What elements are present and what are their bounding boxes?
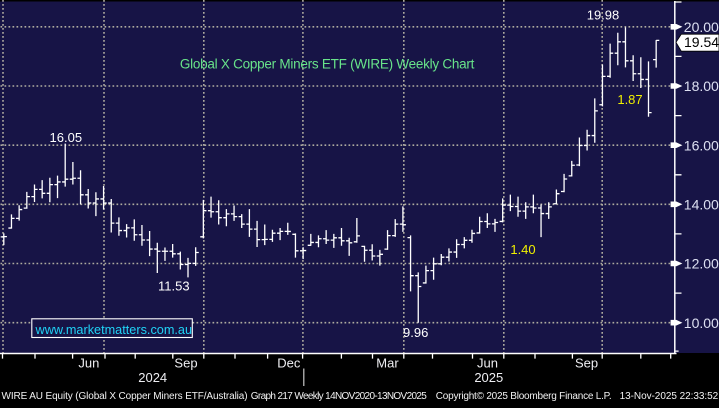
svg-text:Dec: Dec — [277, 356, 301, 371]
svg-text:16.05: 16.05 — [50, 130, 83, 145]
svg-text:Global X Copper Miners ETF (WI: Global X Copper Miners ETF (WIRE) Weekly… — [180, 57, 475, 72]
svg-text:Jun: Jun — [78, 356, 99, 371]
svg-text:16.00: 16.00 — [684, 137, 719, 153]
svg-text:Graph 217 Weekly 14NOV2020-13N: Graph 217 Weekly 14NOV2020-13NOV2025 — [251, 391, 428, 402]
svg-text:www.marketmatters.com.au: www.marketmatters.com.au — [35, 323, 193, 337]
svg-text:19.54: 19.54 — [684, 34, 719, 50]
svg-text:20.00: 20.00 — [684, 19, 719, 35]
svg-text:Mar: Mar — [376, 356, 399, 371]
svg-text:19.98: 19.98 — [587, 7, 620, 22]
svg-text:1.40: 1.40 — [510, 242, 535, 257]
svg-text:WIRE AU Equity (Global X Coppe: WIRE AU Equity (Global X Copper Miners E… — [2, 391, 248, 402]
svg-text:Sep: Sep — [575, 356, 598, 371]
svg-text:9.96: 9.96 — [403, 325, 428, 340]
svg-text:13-Nov-2025 22:33:52: 13-Nov-2025 22:33:52 — [620, 391, 719, 402]
svg-text:12.00: 12.00 — [684, 256, 719, 272]
svg-text:Sep: Sep — [174, 356, 197, 371]
svg-text:14.00: 14.00 — [684, 196, 719, 212]
svg-text:10.00: 10.00 — [684, 315, 719, 331]
svg-text:Jun: Jun — [477, 356, 498, 371]
svg-text:1.87: 1.87 — [617, 92, 642, 107]
svg-text:2024: 2024 — [138, 370, 167, 385]
svg-text:Copyright© 2025 Bloomberg Fina: Copyright© 2025 Bloomberg Finance L.P. — [436, 391, 612, 402]
svg-text:2025: 2025 — [474, 370, 503, 385]
svg-text:18.00: 18.00 — [684, 78, 719, 94]
svg-text:11.53: 11.53 — [158, 279, 190, 294]
